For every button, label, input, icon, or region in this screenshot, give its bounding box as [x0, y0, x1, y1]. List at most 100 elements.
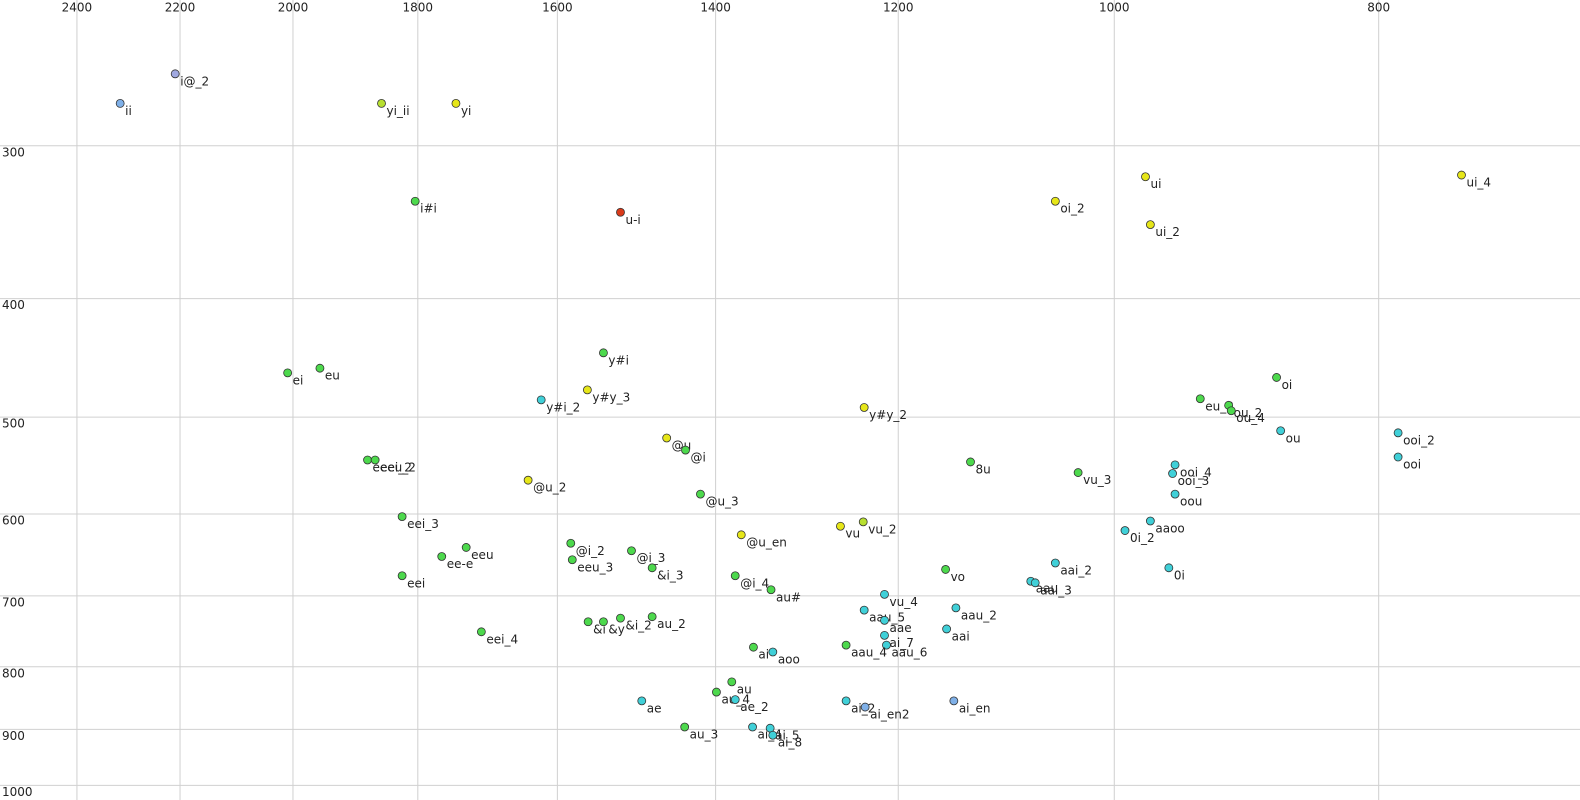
- point: [523, 475, 533, 485]
- point: [951, 603, 961, 613]
- point-label: @u_3: [705, 495, 738, 509]
- point: [627, 546, 636, 556]
- point-label: eei: [407, 576, 425, 590]
- point-label: y#i: [608, 353, 629, 367]
- point: [730, 695, 740, 705]
- point: [566, 538, 576, 548]
- x-tick-label: 2400: [62, 1, 93, 15]
- y-tick-label: 500: [2, 417, 25, 431]
- point-label: ui: [1150, 177, 1161, 191]
- point-label: ai_7: [890, 636, 914, 650]
- point-label: &i_3: [657, 568, 683, 582]
- point: [696, 489, 705, 499]
- point-label: ai_en: [959, 701, 991, 715]
- point-label: ou_4: [1236, 411, 1265, 425]
- point-label: ai_5: [775, 729, 799, 743]
- point-label: &y: [608, 622, 624, 636]
- point-label: i@_2: [180, 74, 209, 88]
- point-label: eeu: [471, 548, 493, 562]
- point-label: vo: [951, 570, 965, 584]
- point-label: aau: [1036, 582, 1058, 596]
- x-tick-label: 800: [1367, 1, 1390, 15]
- point-label: eeeu_2: [373, 460, 416, 474]
- x-tick-label: 1000: [1099, 1, 1130, 15]
- point-label: @i: [691, 451, 706, 465]
- point: [836, 521, 845, 531]
- point-label: aai_2: [1060, 563, 1092, 577]
- point: [616, 207, 625, 217]
- point: [397, 571, 407, 581]
- point: [170, 69, 180, 79]
- y-tick-label: 1000: [2, 785, 33, 799]
- point: [1120, 526, 1130, 535]
- point: [377, 99, 386, 108]
- point: [567, 555, 577, 565]
- point-label: vu_4: [890, 595, 918, 609]
- y-tick-label: 700: [2, 595, 25, 609]
- point-label: @i_4: [740, 576, 769, 590]
- point: [370, 455, 380, 465]
- y-tick-label: 400: [2, 298, 25, 312]
- point: [841, 696, 851, 706]
- point: [736, 530, 746, 540]
- point: [880, 630, 889, 640]
- point-label: ai_8: [778, 736, 802, 750]
- y-tick-label: 600: [2, 513, 25, 527]
- point: [766, 585, 776, 595]
- point-label: aau_6: [891, 646, 927, 660]
- point-label: ae_2: [740, 700, 768, 714]
- point: [768, 647, 778, 657]
- point: [315, 363, 325, 373]
- point: [1050, 558, 1060, 568]
- x-tick-label: 2200: [165, 1, 196, 15]
- point: [647, 612, 657, 622]
- point-label: ooi: [1403, 458, 1421, 472]
- point-label: oi: [1282, 378, 1293, 392]
- point-label: aai: [952, 629, 970, 643]
- point-label: y#y_2: [869, 408, 907, 422]
- point: [647, 563, 657, 573]
- point: [748, 722, 757, 732]
- point: [1170, 460, 1180, 470]
- point-label: ai_en2: [870, 708, 909, 722]
- point-label: vu_2: [868, 522, 896, 536]
- point: [768, 730, 778, 740]
- point: [1393, 452, 1403, 462]
- point-label: eei_3: [407, 517, 439, 531]
- point: [437, 552, 447, 561]
- point-label: au: [737, 682, 752, 696]
- point-label: ae: [647, 701, 662, 715]
- point-label: @i_2: [576, 544, 605, 558]
- point: [283, 368, 293, 378]
- x-tick-label: 1800: [403, 1, 434, 15]
- point: [1226, 406, 1236, 416]
- point-label: eei_2: [380, 460, 412, 474]
- point-label: ooi_2: [1403, 433, 1435, 447]
- point-label: y#y_3: [592, 390, 630, 404]
- point-label: i#i: [420, 202, 437, 216]
- x-tick-label: 1400: [700, 1, 731, 15]
- point-label: ou_2: [1234, 406, 1263, 420]
- point: [582, 385, 592, 395]
- point: [749, 642, 758, 652]
- point-label: ooi_4: [1180, 465, 1212, 479]
- point: [1141, 172, 1150, 182]
- point: [680, 722, 690, 732]
- point-label: ee-e: [447, 557, 473, 571]
- point: [637, 696, 647, 706]
- point: [730, 571, 740, 581]
- point: [1457, 170, 1466, 180]
- point: [583, 617, 593, 627]
- point: [949, 696, 959, 706]
- point-label: @u_2: [533, 481, 566, 495]
- point-label: ui_4: [1466, 176, 1491, 190]
- point-label: oi_2: [1060, 202, 1084, 216]
- point: [712, 687, 721, 697]
- point: [397, 512, 407, 522]
- point-label: u-i: [625, 213, 640, 227]
- point-label: vu_3: [1083, 473, 1111, 487]
- point-label: aaoo: [1155, 522, 1184, 536]
- point-label: ei: [293, 373, 304, 387]
- point: [880, 589, 889, 599]
- point: [858, 517, 868, 527]
